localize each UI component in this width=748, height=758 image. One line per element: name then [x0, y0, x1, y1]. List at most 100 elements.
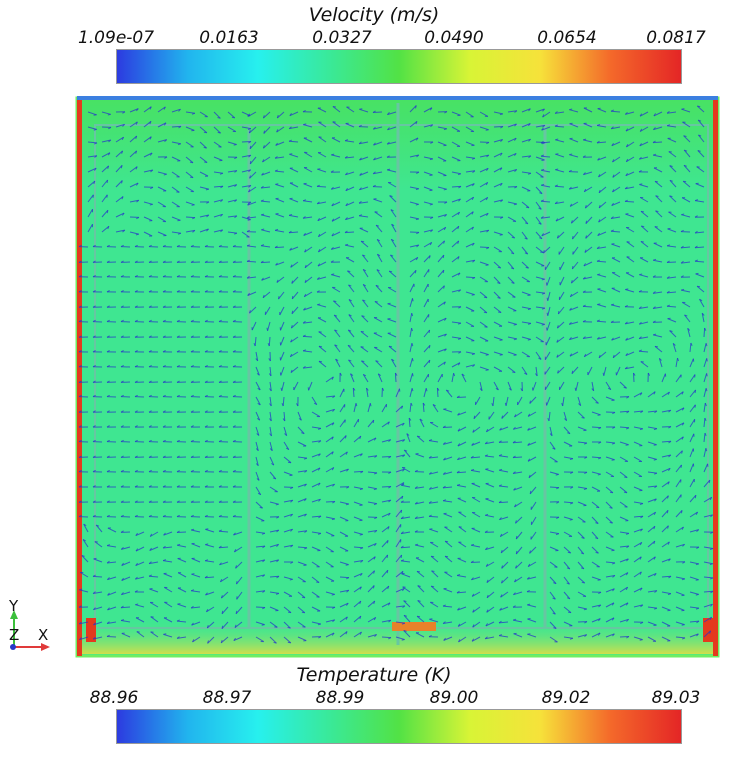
velocity-arrowhead	[149, 588, 153, 590]
velocity-arrow	[605, 633, 615, 638]
velocity-arrow	[598, 216, 607, 223]
velocity-arrow	[423, 201, 433, 205]
velocity-arrowhead	[569, 353, 573, 357]
velocity-arrowhead	[457, 337, 462, 340]
velocity-arrow	[499, 469, 509, 473]
velocity-arrow	[121, 620, 131, 623]
velocity-arrowhead	[684, 149, 688, 152]
velocity-arrow	[430, 601, 439, 608]
velocity-arrow	[177, 587, 187, 593]
velocity-arrow	[283, 544, 293, 548]
velocity-arrowhead	[485, 369, 489, 371]
velocity-arrow	[619, 486, 628, 494]
velocity-arrow	[654, 226, 663, 233]
velocity-arrowhead	[232, 260, 236, 263]
velocity-arrowhead	[652, 140, 656, 144]
velocity-arrowhead	[580, 552, 584, 555]
velocity-arrowhead	[626, 545, 630, 549]
velocity-arrow	[619, 618, 629, 623]
velocity-arrowhead	[470, 469, 475, 471]
velocity-arrow	[269, 396, 272, 406]
velocity-arrow	[527, 411, 537, 417]
velocity-arrowhead	[500, 549, 503, 554]
velocity-arrowhead	[597, 632, 601, 636]
velocity-arrowhead	[359, 172, 362, 176]
velocity-arrowhead	[218, 485, 222, 488]
velocity-arrow	[344, 231, 355, 234]
velocity-arrowhead	[248, 189, 251, 193]
velocity-arrowhead	[596, 140, 600, 144]
velocity-arrow	[597, 125, 607, 128]
velocity-arrowhead	[389, 195, 393, 197]
velocity-arrow	[625, 126, 635, 132]
velocity-arrowhead	[92, 244, 96, 248]
velocity-arrowhead	[203, 131, 207, 134]
velocity-arrowhead	[271, 462, 275, 466]
velocity-arrow	[647, 525, 656, 533]
velocity-arrowhead	[176, 469, 180, 473]
velocity-arrowhead	[163, 532, 166, 536]
velocity-arrowhead	[136, 631, 140, 633]
velocity-arrowhead	[134, 364, 138, 368]
velocity-arrowhead	[697, 105, 701, 108]
velocity-arrow	[591, 501, 600, 508]
velocity-arrow	[275, 170, 285, 173]
velocity-arrowhead	[220, 185, 224, 189]
velocity-arrow	[135, 531, 145, 537]
velocity-arrow	[596, 260, 607, 263]
velocity-arrow	[255, 559, 265, 563]
velocity-arrowhead	[699, 298, 703, 302]
velocity-arrowhead	[612, 174, 615, 178]
velocity-arrow	[121, 546, 131, 550]
velocity-arrowhead	[220, 639, 223, 644]
velocity-arrowhead	[316, 201, 320, 205]
velocity-arrow	[694, 246, 705, 249]
velocity-arrowhead	[694, 259, 698, 262]
velocity-arrowhead	[301, 432, 305, 435]
velocity-arrow	[544, 366, 551, 375]
velocity-arrow	[177, 572, 187, 578]
velocity-arrow	[290, 366, 299, 373]
velocity-arrow	[639, 184, 649, 188]
velocity-arrowhead	[485, 563, 489, 567]
velocity-arrowhead	[556, 516, 560, 520]
velocity-arrow	[479, 181, 488, 188]
inlet-hot-spot	[392, 622, 436, 631]
velocity-arrowhead	[290, 528, 293, 532]
velocity-arrow	[409, 373, 413, 383]
velocity-arrow	[429, 528, 439, 533]
velocity-arrow	[640, 211, 649, 218]
velocity-arrow	[583, 336, 593, 339]
velocity-arrow	[395, 422, 405, 428]
velocity-arrow	[499, 455, 509, 458]
velocity-arrow	[682, 301, 691, 308]
velocity-arrow	[442, 426, 453, 428]
velocity-arrowhead	[232, 305, 236, 308]
velocity-arrow	[101, 139, 111, 143]
velocity-arrowhead	[539, 237, 543, 240]
velocity-arrowhead	[108, 126, 112, 130]
velocity-arrow	[235, 606, 243, 615]
velocity-arrow	[507, 110, 517, 113]
velocity-arrowhead	[633, 372, 636, 376]
velocity-arrow	[317, 261, 327, 267]
velocity-arrow	[353, 531, 363, 535]
velocity-arrow	[514, 576, 523, 583]
velocity-arrowhead	[260, 199, 264, 202]
velocity-arrowhead	[247, 202, 250, 206]
velocity-arrowhead	[253, 343, 256, 347]
velocity-arrow	[591, 471, 601, 475]
velocity-arrow	[563, 516, 573, 520]
velocity-arrowhead	[348, 284, 352, 287]
velocity-arrow	[291, 291, 299, 300]
velocity-arrowhead	[92, 636, 96, 640]
velocity-arrow	[205, 560, 215, 563]
velocity-arrow	[101, 225, 110, 233]
velocity-arrow	[293, 381, 299, 391]
velocity-arrow	[669, 330, 677, 338]
velocity-arrowhead	[191, 204, 195, 206]
velocity-arrowhead	[78, 410, 82, 413]
velocity-arrowhead	[302, 109, 306, 113]
velocity-arrowhead	[121, 150, 124, 154]
velocity-arrow	[377, 373, 383, 383]
